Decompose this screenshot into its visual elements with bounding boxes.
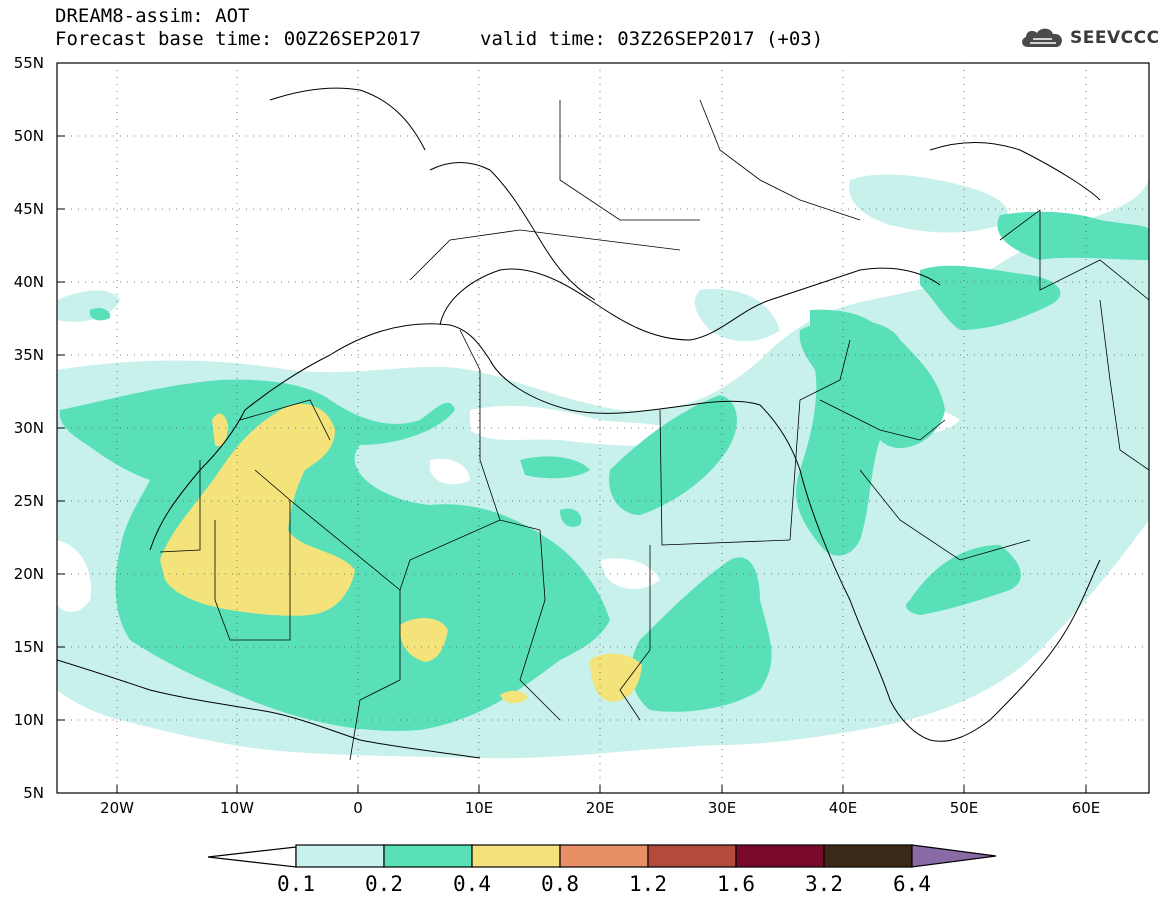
axis-ticks	[57, 135, 1087, 793]
lon-label: 0	[353, 799, 363, 817]
colorbar-label: 6.4	[893, 872, 931, 896]
lat-label: 25N	[14, 492, 44, 510]
lat-label: 45N	[14, 200, 44, 218]
colorbar-segment	[647, 844, 737, 868]
colorbar-high-arrow	[911, 844, 997, 868]
lat-label: 20N	[14, 565, 44, 583]
colorbar-label: 1.2	[629, 872, 667, 896]
colorbar-label: 1.6	[717, 872, 755, 896]
lat-label: 55N	[14, 54, 44, 72]
coastlines	[57, 87, 1101, 759]
colorbar-label: 0.2	[365, 872, 403, 896]
country-borders	[159, 99, 1149, 761]
latitude-labels: 55N 50N 45N 40N 35N 30N 25N 20N 15N 10N …	[14, 54, 44, 802]
colorbar-label: 0.8	[541, 872, 579, 896]
colorbar-segment	[735, 844, 825, 868]
lat-label: 35N	[14, 346, 44, 364]
aot-layer-0.4-0.8	[160, 403, 642, 704]
lat-label: 30N	[14, 419, 44, 437]
cloud-icon	[1022, 28, 1063, 47]
lat-label: 40N	[14, 273, 44, 291]
colorbar-segment	[295, 844, 385, 868]
lat-label: 50N	[14, 127, 44, 145]
lon-label: 10E	[465, 799, 494, 817]
lon-label: 60E	[1072, 799, 1101, 817]
map-title: DREAM8-assim: AOT	[55, 5, 250, 27]
logo-text: SEEVCCC	[1070, 28, 1160, 48]
forecast-base-time: Forecast base time: 00Z26SEP2017	[55, 28, 422, 50]
colorbar-segment	[471, 844, 561, 868]
colorbar-label: 0.1	[277, 872, 315, 896]
lon-label: 10W	[220, 799, 254, 817]
graticule	[57, 63, 1149, 793]
colorbar-label: 0.4	[453, 872, 491, 896]
lon-label: 40E	[829, 799, 858, 817]
lon-label: 30E	[708, 799, 737, 817]
lon-label: 20W	[100, 799, 134, 817]
lat-label: 10N	[14, 711, 44, 729]
longitude-labels: 20W 10W 0 10E 20E 30E 40E 50E 60E	[100, 799, 1100, 817]
colorbar-segment	[559, 844, 649, 868]
lat-label: 15N	[14, 638, 44, 656]
lon-label: 20E	[586, 799, 615, 817]
colorbar-label: 3.2	[805, 872, 843, 896]
valid-time: valid time: 03Z26SEP2017 (+03)	[480, 28, 824, 50]
seevccc-logo: SEEVCCC	[1018, 24, 1160, 52]
colorbar-low-arrow	[207, 846, 297, 868]
colorbar-labels: 0.1 0.2 0.4 0.8 1.2 1.6 3.2 6.4	[277, 872, 931, 896]
lat-label: 5N	[23, 784, 44, 802]
colorbar-segment	[383, 844, 473, 868]
lon-label: 50E	[950, 799, 979, 817]
aot-layer-0.2-0.4	[59, 211, 1149, 731]
colorbar-segment	[823, 844, 913, 868]
colorbar	[207, 844, 997, 868]
